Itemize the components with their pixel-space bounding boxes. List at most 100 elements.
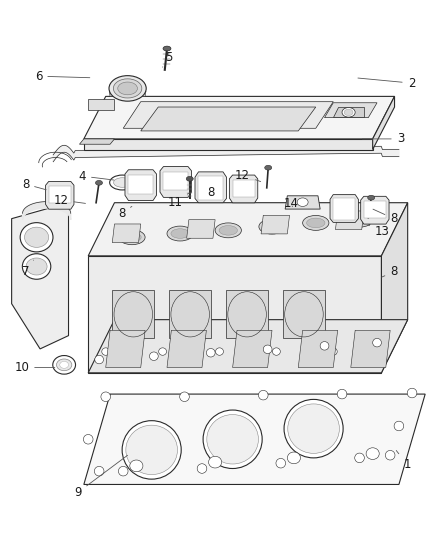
- Ellipse shape: [365, 448, 378, 459]
- Polygon shape: [12, 203, 68, 349]
- Ellipse shape: [258, 219, 285, 234]
- Text: 8: 8: [381, 265, 397, 278]
- Ellipse shape: [179, 392, 189, 401]
- Ellipse shape: [162, 46, 170, 51]
- Polygon shape: [232, 180, 254, 197]
- Ellipse shape: [149, 352, 158, 360]
- Ellipse shape: [95, 356, 103, 364]
- Polygon shape: [79, 139, 114, 144]
- Polygon shape: [53, 146, 398, 162]
- Polygon shape: [112, 290, 153, 338]
- Ellipse shape: [117, 82, 137, 95]
- Polygon shape: [335, 211, 363, 230]
- Ellipse shape: [206, 415, 258, 464]
- Polygon shape: [88, 256, 381, 373]
- Polygon shape: [22, 201, 71, 220]
- Ellipse shape: [25, 227, 49, 247]
- Text: 8: 8: [118, 206, 131, 220]
- Ellipse shape: [263, 345, 272, 353]
- Ellipse shape: [122, 421, 181, 479]
- Ellipse shape: [203, 410, 261, 469]
- Polygon shape: [125, 169, 156, 200]
- Polygon shape: [186, 220, 215, 238]
- Text: 7: 7: [21, 260, 33, 278]
- Polygon shape: [350, 330, 389, 368]
- Ellipse shape: [346, 212, 372, 227]
- Ellipse shape: [130, 460, 143, 472]
- Ellipse shape: [287, 404, 339, 454]
- Ellipse shape: [336, 389, 346, 399]
- Ellipse shape: [119, 230, 145, 245]
- Ellipse shape: [302, 215, 328, 230]
- Polygon shape: [329, 195, 357, 222]
- Polygon shape: [106, 330, 145, 368]
- Polygon shape: [163, 172, 187, 190]
- Text: 1: 1: [396, 450, 410, 471]
- Ellipse shape: [197, 464, 206, 473]
- Ellipse shape: [109, 76, 146, 101]
- Ellipse shape: [118, 466, 128, 476]
- Text: 6: 6: [35, 70, 90, 83]
- Ellipse shape: [113, 79, 141, 98]
- Text: 4: 4: [78, 169, 113, 183]
- Ellipse shape: [123, 232, 141, 242]
- Polygon shape: [109, 91, 146, 96]
- Text: 10: 10: [14, 361, 55, 374]
- Text: 9: 9: [74, 455, 127, 499]
- Text: 12: 12: [235, 168, 260, 182]
- Ellipse shape: [297, 198, 307, 206]
- Polygon shape: [372, 96, 394, 150]
- Ellipse shape: [385, 450, 394, 460]
- Ellipse shape: [354, 453, 364, 463]
- Ellipse shape: [101, 392, 110, 401]
- Polygon shape: [229, 175, 257, 203]
- Ellipse shape: [258, 390, 268, 400]
- Text: 13: 13: [367, 225, 389, 238]
- Polygon shape: [285, 196, 319, 209]
- Ellipse shape: [208, 456, 221, 468]
- Text: 8: 8: [372, 209, 397, 225]
- Ellipse shape: [126, 425, 177, 474]
- Polygon shape: [166, 330, 206, 368]
- Ellipse shape: [272, 348, 280, 356]
- Polygon shape: [232, 330, 272, 368]
- Ellipse shape: [166, 226, 193, 241]
- Ellipse shape: [341, 108, 354, 117]
- Ellipse shape: [53, 356, 75, 374]
- Text: 12: 12: [53, 193, 85, 207]
- Ellipse shape: [359, 348, 367, 356]
- Ellipse shape: [215, 348, 223, 356]
- Ellipse shape: [393, 421, 403, 431]
- Ellipse shape: [83, 434, 93, 444]
- Ellipse shape: [102, 348, 110, 356]
- Ellipse shape: [343, 109, 352, 116]
- Text: 8: 8: [22, 177, 46, 191]
- Ellipse shape: [20, 223, 53, 252]
- Text: 2: 2: [357, 77, 414, 90]
- Polygon shape: [84, 139, 372, 150]
- Polygon shape: [381, 203, 407, 373]
- Ellipse shape: [186, 176, 193, 181]
- Ellipse shape: [328, 348, 336, 356]
- Ellipse shape: [306, 218, 324, 228]
- Text: 5: 5: [162, 51, 173, 67]
- Ellipse shape: [94, 466, 104, 476]
- Ellipse shape: [60, 361, 68, 368]
- Ellipse shape: [287, 452, 300, 464]
- Polygon shape: [261, 215, 289, 234]
- Ellipse shape: [319, 342, 328, 350]
- Ellipse shape: [406, 388, 416, 398]
- Polygon shape: [332, 107, 363, 117]
- Polygon shape: [112, 224, 141, 243]
- Ellipse shape: [26, 258, 47, 275]
- Polygon shape: [363, 201, 385, 218]
- Polygon shape: [283, 290, 324, 338]
- Polygon shape: [46, 181, 74, 209]
- Text: 8: 8: [207, 185, 215, 199]
- Polygon shape: [84, 394, 424, 484]
- Ellipse shape: [262, 222, 281, 231]
- Polygon shape: [123, 102, 332, 128]
- Ellipse shape: [57, 359, 72, 370]
- Polygon shape: [169, 290, 210, 338]
- Ellipse shape: [264, 165, 271, 170]
